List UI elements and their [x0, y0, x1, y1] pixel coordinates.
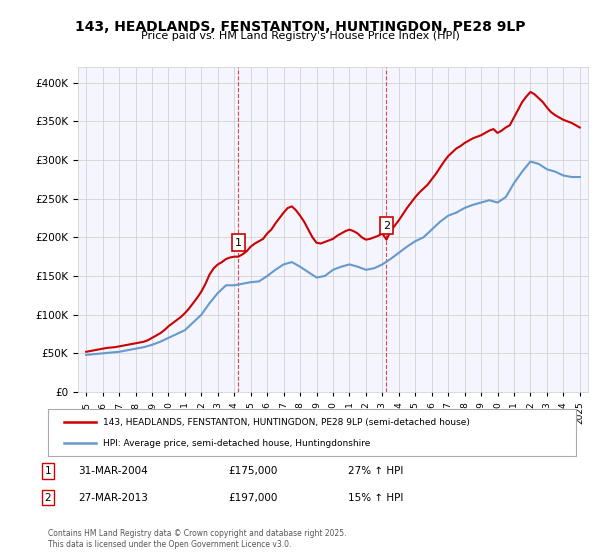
Text: 31-MAR-2004: 31-MAR-2004: [78, 466, 148, 476]
Text: 27-MAR-2013: 27-MAR-2013: [78, 493, 148, 503]
Text: 2: 2: [383, 221, 390, 231]
Text: HPI: Average price, semi-detached house, Huntingdonshire: HPI: Average price, semi-detached house,…: [103, 438, 371, 447]
Text: 2: 2: [44, 493, 52, 503]
Text: £175,000: £175,000: [228, 466, 277, 476]
Text: 27% ↑ HPI: 27% ↑ HPI: [348, 466, 403, 476]
Text: 1: 1: [44, 466, 52, 476]
Text: 143, HEADLANDS, FENSTANTON, HUNTINGDON, PE28 9LP (semi-detached house): 143, HEADLANDS, FENSTANTON, HUNTINGDON, …: [103, 418, 470, 427]
Text: Contains HM Land Registry data © Crown copyright and database right 2025.
This d: Contains HM Land Registry data © Crown c…: [48, 529, 347, 549]
Text: 1: 1: [235, 238, 242, 248]
Text: 15% ↑ HPI: 15% ↑ HPI: [348, 493, 403, 503]
Text: 143, HEADLANDS, FENSTANTON, HUNTINGDON, PE28 9LP: 143, HEADLANDS, FENSTANTON, HUNTINGDON, …: [75, 20, 525, 34]
Text: Price paid vs. HM Land Registry's House Price Index (HPI): Price paid vs. HM Land Registry's House …: [140, 31, 460, 41]
Text: £197,000: £197,000: [228, 493, 277, 503]
